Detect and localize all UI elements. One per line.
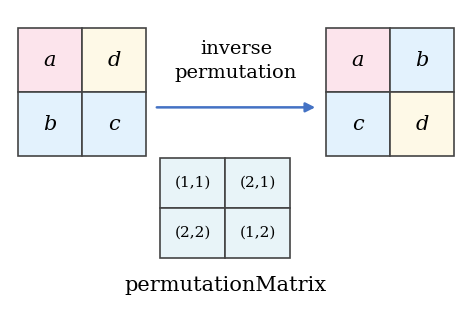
Text: c: c [108,115,120,133]
Text: d: d [107,51,121,69]
Text: d: d [415,115,428,133]
Bar [225,208,290,258]
Bar [160,208,225,258]
Text: (2,1): (2,1) [239,176,276,190]
Bar [326,28,390,92]
Text: b: b [43,115,57,133]
Bar [390,92,454,156]
Text: (1,2): (1,2) [239,226,276,240]
Text: a: a [352,51,364,69]
Text: b: b [415,51,428,69]
Text: permutationMatrix: permutationMatrix [124,276,326,295]
Text: inverse
permutation: inverse permutation [175,40,297,82]
Text: c: c [352,115,364,133]
Bar [18,28,82,92]
Bar [160,158,225,208]
Bar [82,92,146,156]
Text: (1,1): (1,1) [174,176,210,190]
Bar [225,158,290,208]
Text: (2,2): (2,2) [174,226,210,240]
Bar [390,28,454,92]
Bar [82,28,146,92]
Bar [326,92,390,156]
Bar [18,92,82,156]
Text: a: a [44,51,56,69]
